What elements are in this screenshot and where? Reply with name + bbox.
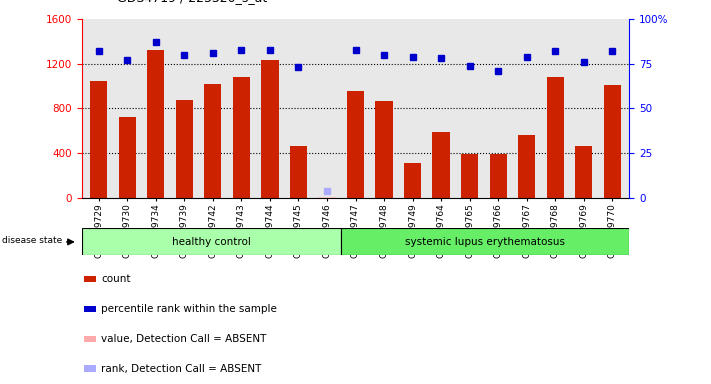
Bar [204, 84, 222, 198]
Text: percentile rank within the sample: percentile rank within the sample [101, 304, 277, 314]
Bar [262, 61, 279, 198]
Bar [547, 77, 564, 198]
Bar [84, 336, 96, 342]
Bar [84, 366, 96, 372]
Bar [147, 50, 164, 198]
Bar [119, 118, 136, 198]
Bar [375, 101, 392, 198]
Bar [489, 154, 507, 198]
Bar [84, 276, 96, 282]
Text: disease state: disease state [1, 236, 62, 245]
Text: healthy control: healthy control [172, 237, 251, 247]
Bar [290, 146, 307, 198]
Bar [575, 146, 592, 198]
Bar [82, 228, 341, 255]
Bar [604, 85, 621, 198]
Bar [432, 132, 449, 198]
Bar [404, 163, 421, 198]
Bar [84, 306, 96, 312]
Text: rank, Detection Call = ABSENT: rank, Detection Call = ABSENT [101, 364, 262, 374]
Text: GDS4719 / 223320_s_at: GDS4719 / 223320_s_at [117, 0, 267, 4]
Bar [319, 197, 336, 198]
Bar [176, 99, 193, 198]
Bar [518, 135, 535, 198]
Bar [233, 77, 250, 198]
Text: count: count [101, 274, 131, 284]
Text: value, Detection Call = ABSENT: value, Detection Call = ABSENT [101, 334, 267, 344]
Bar [347, 91, 364, 198]
Text: systemic lupus erythematosus: systemic lupus erythematosus [405, 237, 565, 247]
Bar [461, 154, 478, 198]
Bar [90, 81, 107, 198]
Bar [341, 228, 629, 255]
